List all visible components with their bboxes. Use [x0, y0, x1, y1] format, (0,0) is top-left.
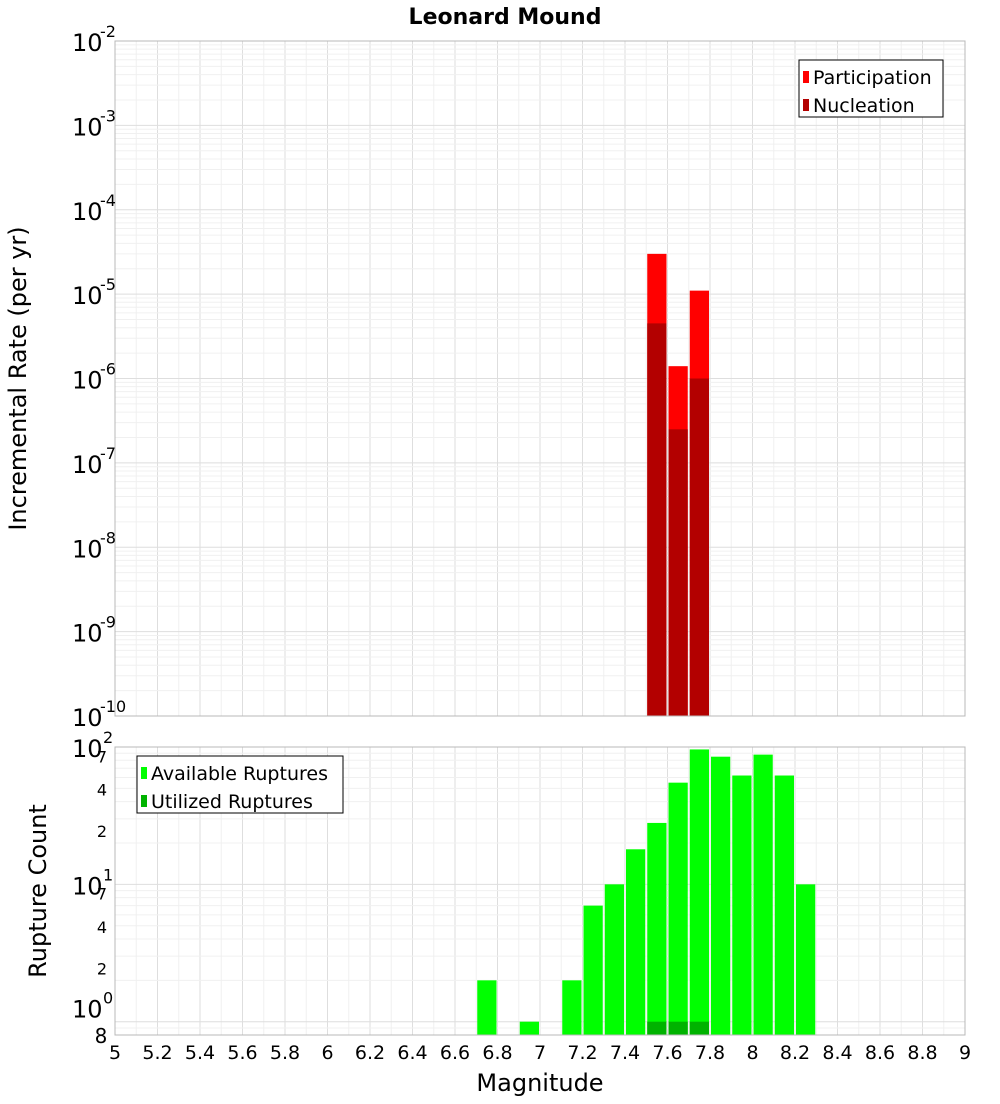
bottom-ytick-label: 10 [72, 996, 103, 1024]
bottom-plot-frame [114, 746, 966, 1036]
bottom-ytick-label: 10 [72, 735, 103, 763]
available-ruptures-bar [774, 775, 794, 1035]
bottom-legend-box [136, 755, 344, 814]
x-tick-label: 6.4 [397, 1042, 427, 1064]
legend-swatch [141, 767, 147, 779]
top-ytick-label: 10 [72, 198, 103, 226]
top-ytick-exponent: -7 [100, 444, 116, 463]
x-tick-label: 7.4 [610, 1042, 640, 1064]
bottom-ytick-minor-label: 7 [97, 747, 107, 766]
available-ruptures-bar [562, 980, 582, 1035]
bottom-ytick-label: 10 [72, 872, 103, 900]
x-tick-label: 5.8 [270, 1042, 300, 1064]
top-ytick-label: 10 [72, 113, 103, 141]
utilized-ruptures-bar [647, 1021, 667, 1035]
x-tick-label: 7.8 [695, 1042, 725, 1064]
bottom-ytick-minor-label: 2 [97, 959, 107, 978]
x-tick-label: 5 [109, 1042, 121, 1064]
available-ruptures-bar [711, 756, 731, 1035]
x-tick-label: 8.2 [780, 1042, 810, 1064]
bottom-y-axis-label: Rupture Count [24, 804, 52, 978]
utilized-ruptures-bar [689, 1021, 709, 1035]
x-tick-label: 7.6 [652, 1042, 682, 1064]
top-ytick-exponent: -5 [100, 275, 116, 294]
top-ytick-label: 10 [72, 367, 103, 395]
x-tick-label: 6.6 [440, 1042, 470, 1064]
bottom-ytick-exponent: 0 [103, 989, 113, 1008]
top-ytick-label: 10 [72, 282, 103, 310]
top-legend: Participation Nucleation [798, 59, 944, 118]
nucleation-bar [668, 429, 688, 716]
top-ytick-exponent: -2 [100, 22, 116, 41]
x-tick-label: 9 [959, 1042, 971, 1064]
x-tick-label: 6.2 [355, 1042, 385, 1064]
nucleation-bar [689, 378, 709, 716]
available-ruptures-bar [689, 749, 709, 1035]
available-ruptures-bar [647, 822, 667, 1035]
top-ytick-exponent: -9 [100, 613, 116, 632]
available-ruptures-bar [477, 980, 497, 1035]
top-plot-frame [114, 40, 966, 717]
available-ruptures-bar [626, 849, 646, 1035]
top-ytick-exponent: -3 [100, 106, 116, 125]
x-tick-label: 6.8 [482, 1042, 512, 1064]
available-ruptures-bar [604, 884, 624, 1035]
legend-label: Utilized Ruptures [151, 791, 313, 813]
available-ruptures-bar [519, 1021, 539, 1035]
available-ruptures-bar [732, 775, 752, 1035]
bottom-ytick-minor-label: 4 [97, 781, 107, 800]
top-ytick-exponent: -10 [100, 697, 126, 716]
x-axis-label: Magnitude [476, 1069, 603, 1097]
legend-label: Nucleation [813, 95, 915, 117]
utilized-ruptures-bar [668, 1021, 688, 1035]
top-ytick-label: 10 [72, 29, 103, 57]
legend-label: Participation [813, 67, 932, 89]
available-ruptures-bar [583, 905, 603, 1035]
x-tick-label: 7.2 [567, 1042, 597, 1064]
legend-swatch [141, 795, 147, 807]
top-ytick-label: 10 [72, 451, 103, 479]
top-y-axis-label: Incremental Rate (per yr) [4, 226, 32, 530]
x-tick-label: 6 [321, 1042, 333, 1064]
x-tick-label: 8.8 [907, 1042, 937, 1064]
top-ytick-label: 10 [72, 620, 103, 648]
bottom-ytick-minor-label: 8 [95, 1024, 108, 1048]
top-ytick-label: 10 [72, 704, 103, 732]
available-ruptures-bar [796, 884, 816, 1035]
top-legend-box [798, 59, 944, 118]
top-ytick-label: 10 [72, 535, 103, 563]
legend-swatch [803, 71, 809, 83]
legend-swatch [803, 99, 809, 111]
nucleation-bar [647, 323, 667, 716]
x-tick-label: 5.6 [227, 1042, 257, 1064]
bottom-ytick-minor-label: 4 [97, 918, 107, 937]
x-tick-label: 8.6 [865, 1042, 895, 1064]
top-ytick-exponent: -4 [100, 191, 116, 210]
bottom-ytick-minor-label: 7 [97, 885, 107, 904]
x-tick-label: 5.4 [185, 1042, 215, 1064]
top-ytick-exponent: -8 [100, 528, 116, 547]
bottom-legend: Available Ruptures Utilized Ruptures [136, 755, 344, 814]
x-tick-label: 5.2 [142, 1042, 172, 1064]
bottom-ytick-exponent: 2 [103, 728, 113, 747]
available-ruptures-bar [753, 754, 773, 1035]
bottom-ytick-exponent: 1 [103, 865, 113, 884]
top-ytick-exponent: -6 [100, 360, 116, 379]
x-tick-label: 7 [534, 1042, 546, 1064]
bottom-ytick-minor-label: 2 [97, 822, 107, 841]
x-tick-label: 8.4 [822, 1042, 852, 1064]
chart-title: Leonard Mound [409, 5, 602, 30]
available-ruptures-bar [668, 782, 688, 1035]
x-tick-label: 8 [746, 1042, 758, 1064]
legend-label: Available Ruptures [151, 763, 328, 785]
